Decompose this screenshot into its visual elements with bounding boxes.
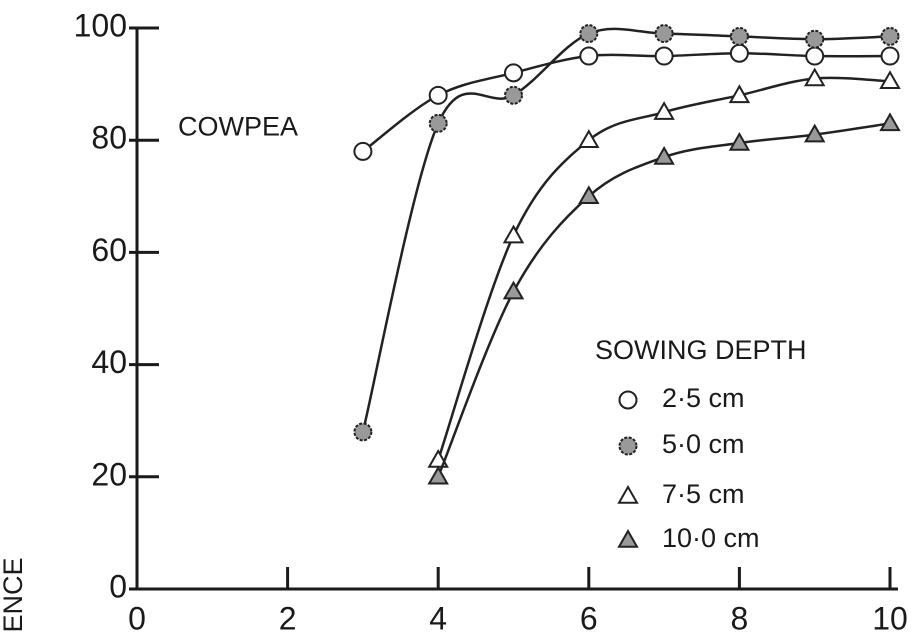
- x-tick-label: 6: [580, 600, 598, 636]
- y-tick-label: 40: [91, 344, 127, 380]
- marker: [879, 70, 901, 90]
- legend: 2·5 cm 5·0 cm 7·5 cm 10·0 cm: [617, 383, 760, 553]
- marker: [805, 46, 825, 66]
- y-axis-label: ENCE: [0, 557, 28, 632]
- marker: [728, 84, 751, 104]
- x-tick-label: 8: [731, 600, 749, 636]
- marker: [617, 528, 639, 548]
- x-tick-label: 4: [429, 600, 447, 636]
- marker: [579, 24, 599, 44]
- legend-label: 5·0 cm: [662, 429, 745, 459]
- y-tick-label: 0: [109, 568, 127, 604]
- legend-label: 7·5 cm: [662, 479, 745, 509]
- marker: [654, 24, 674, 44]
- marker: [618, 390, 638, 410]
- marker: [729, 43, 749, 63]
- x-tick-label: 0: [128, 600, 146, 636]
- marker: [428, 85, 448, 105]
- y-tick-label: 80: [91, 120, 127, 156]
- marker: [427, 465, 449, 485]
- marker: [578, 129, 600, 148]
- legend-label: 10·0 cm: [662, 523, 760, 553]
- marker: [880, 46, 900, 66]
- marker: [353, 141, 373, 161]
- marker: [504, 63, 523, 83]
- marker: [428, 113, 448, 133]
- series-line: [437, 76, 891, 461]
- marker: [728, 131, 751, 151]
- marker: [617, 484, 639, 504]
- series-line: [437, 122, 891, 478]
- marker: [803, 123, 826, 143]
- marker: [353, 422, 373, 442]
- marker: [880, 26, 900, 46]
- y-tick-label: 20: [91, 456, 127, 492]
- marker: [504, 85, 523, 105]
- marker: [502, 224, 525, 244]
- marker: [578, 185, 600, 205]
- marker: [803, 67, 826, 87]
- marker: [502, 280, 525, 300]
- y-tick-label: 100: [74, 7, 127, 43]
- marker: [653, 101, 675, 120]
- y-tick-label: 60: [91, 232, 127, 268]
- marker: [654, 46, 674, 66]
- marker: [879, 112, 901, 132]
- marker: [805, 29, 825, 49]
- legend-label: 2·5 cm: [662, 383, 745, 413]
- x-tick-label: 2: [279, 600, 297, 636]
- marker: [653, 146, 675, 165]
- marker: [729, 26, 749, 46]
- marker: [579, 46, 599, 66]
- marker: [618, 436, 638, 456]
- legend-title: SOWING DEPTH: [595, 335, 807, 365]
- annotation: COWPEA: [178, 111, 298, 141]
- x-tick-label: 10: [872, 600, 908, 636]
